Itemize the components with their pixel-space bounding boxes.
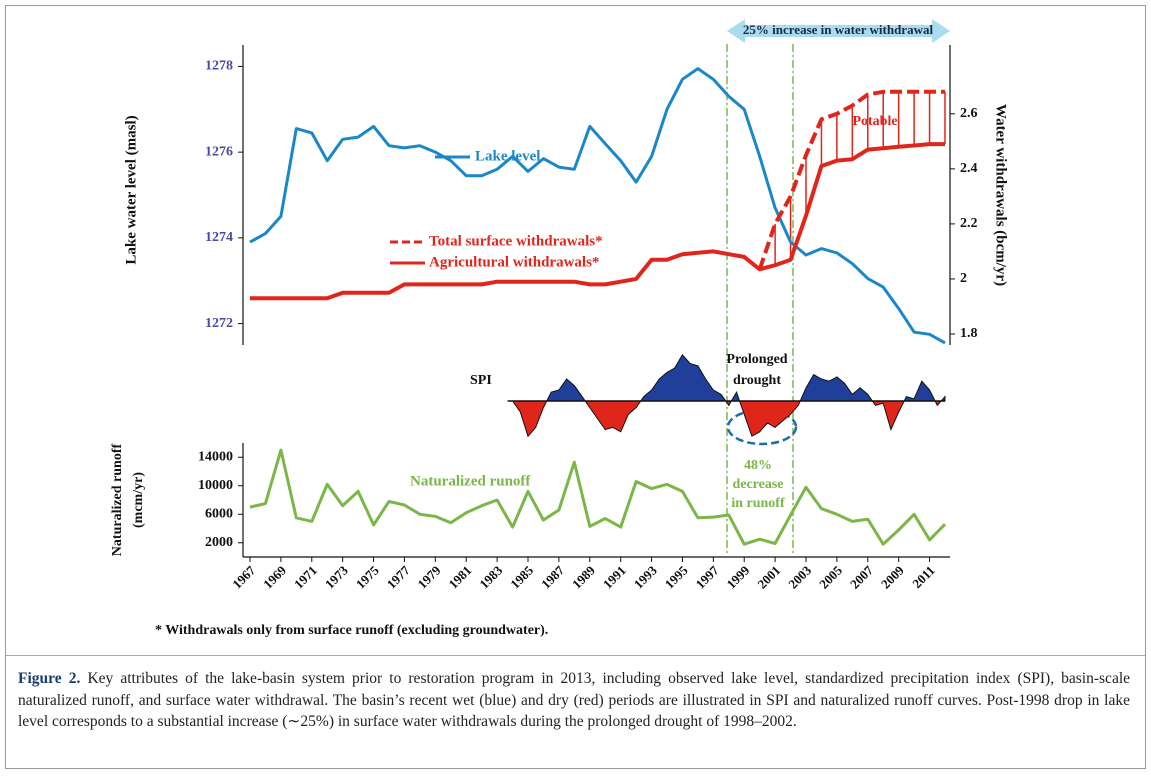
x-tick-label: 1973	[322, 562, 351, 591]
x-tick-label: 1985	[507, 562, 536, 591]
y2-tick-label: 1.8	[960, 326, 978, 341]
x-tick-label: 2003	[785, 562, 814, 591]
x-tick-label: 1995	[662, 562, 691, 591]
drought-label: Prolonged	[726, 352, 787, 367]
increase-arrow	[727, 19, 950, 43]
y2-tick-label: 2	[960, 271, 967, 286]
x-tick-label: 2005	[816, 562, 845, 591]
x-tick-label: 1989	[569, 562, 598, 591]
x-tick-label: 1991	[600, 563, 629, 592]
legend-label: Total surface withdrawals*	[429, 233, 603, 249]
x-tick-label: 2011	[909, 563, 937, 591]
y-tick-label: 14000	[198, 449, 233, 464]
y-tick-label: 1276	[205, 144, 233, 159]
x-tick-label: 1981	[445, 563, 474, 592]
y-tick-label: 6000	[205, 506, 233, 521]
series-line	[250, 142, 945, 301]
y-axis-label: Naturalized runoff	[110, 443, 125, 556]
x-tick-label: 1979	[415, 562, 444, 591]
x-tick-label: 2001	[754, 563, 783, 592]
y-tick-label: 1278	[205, 59, 233, 74]
x-tick-label: 1971	[291, 563, 320, 592]
x-tick-label: 1999	[723, 562, 752, 591]
series-line	[249, 67, 946, 345]
x-tick-label: 1967	[229, 562, 258, 591]
drought-label: drought	[733, 373, 781, 388]
y-tick-label: 10000	[198, 478, 233, 493]
series-label: Naturalized runoff	[410, 473, 531, 489]
x-tick-label: 1993	[631, 562, 660, 591]
y-axis-label: (mcm/yr)	[131, 472, 146, 528]
y-axis-label: Lake water level (masl)	[123, 115, 139, 264]
x-tick-label: 1987	[538, 562, 567, 591]
y2-tick-label: 2.6	[960, 106, 978, 121]
spi-title: SPI	[470, 373, 492, 388]
spi-dry	[512, 401, 946, 438]
y2-tick-label: 2.4	[960, 161, 978, 176]
separator	[6, 655, 1145, 656]
spi-wet	[512, 353, 946, 401]
y-tick-label: 1272	[205, 316, 233, 331]
legend-label: Lake level	[475, 148, 540, 164]
chart: 25% increase in water withdrawal Potable…	[110, 19, 1009, 638]
y2-axis-label: Water withdrawals (bcm/yr)	[993, 104, 1009, 286]
caption-label: Figure 2.	[18, 670, 81, 687]
decrease-label: decrease	[732, 477, 783, 492]
footnote: * Withdrawals only from surface runoff (…	[155, 623, 548, 638]
figure-frame	[5, 5, 1146, 769]
caption: Figure 2. Key attributes of the lake-bas…	[18, 668, 1130, 733]
x-tick-label: 2007	[847, 562, 876, 591]
series-line	[757, 89, 945, 270]
x-tick-label: 1969	[260, 562, 289, 591]
x-tick-label: 1997	[693, 562, 722, 591]
increase-label: 25% increase in water withdrawal	[743, 22, 934, 37]
series-line	[249, 448, 947, 546]
x-tick-label: 1975	[353, 562, 382, 591]
x-tick-label: 1983	[476, 562, 505, 591]
potable-label: Potable	[852, 114, 897, 129]
legend-label: Agricultural withdrawals*	[429, 254, 599, 270]
y-tick-label: 2000	[205, 535, 233, 550]
y2-tick-label: 2.2	[960, 216, 978, 231]
x-tick-label: 2009	[878, 562, 907, 591]
caption-text: Key attributes of the lake-basin system …	[18, 670, 1131, 731]
y-tick-label: 1274	[205, 230, 233, 245]
x-tick-label: 1977	[384, 562, 413, 591]
decrease-label: in runoff	[731, 496, 785, 511]
decrease-label: 48%	[744, 458, 772, 473]
